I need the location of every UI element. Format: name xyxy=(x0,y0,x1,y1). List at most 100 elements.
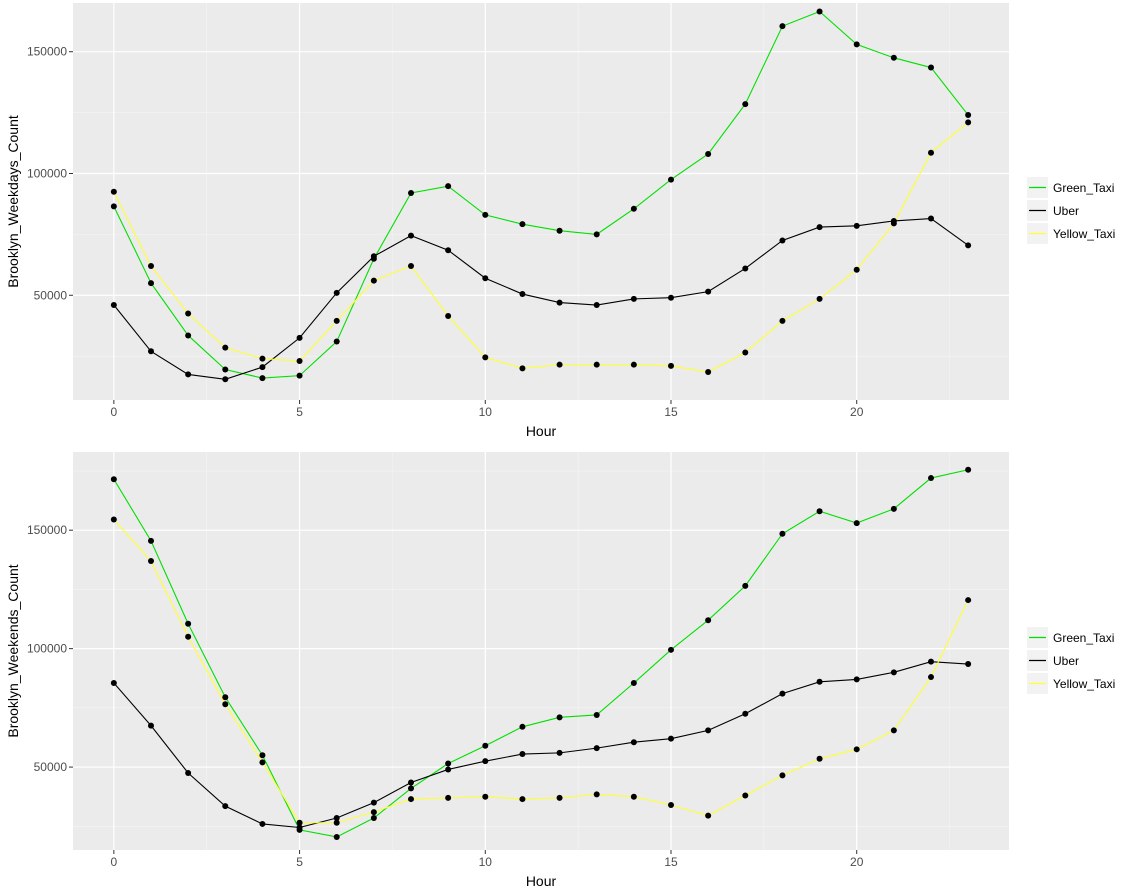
data-point-green-taxi xyxy=(668,176,674,183)
data-point-uber xyxy=(482,275,489,282)
data-point-green-taxi xyxy=(222,694,229,701)
data-point-green-taxi xyxy=(593,711,600,718)
data-point-yellow-taxi xyxy=(296,358,303,365)
data-point-uber xyxy=(333,815,340,822)
data-point-yellow-taxi xyxy=(482,354,489,361)
data-point-uber xyxy=(482,758,489,765)
data-point-green-taxi xyxy=(408,189,414,196)
data-point-yellow-taxi xyxy=(742,349,749,356)
x-tick-label: 0 xyxy=(111,405,118,419)
data-point-green-taxi xyxy=(110,476,117,483)
data-point-uber xyxy=(259,364,266,371)
data-point-green-taxi xyxy=(333,833,340,840)
series-line-yellow-taxi xyxy=(113,519,969,824)
data-point-yellow-taxi xyxy=(110,516,117,523)
data-point-green-taxi xyxy=(965,466,972,473)
data-point-uber xyxy=(965,661,972,668)
chart-panel: 0 5 10 15 20 50000 100000 150000 Hour Brooklyn_We… xyxy=(5,452,1115,889)
data-point-yellow-taxi xyxy=(333,819,340,826)
data-point-green-taxi xyxy=(222,366,229,373)
data-point-uber xyxy=(148,348,154,355)
data-point-green-taxi xyxy=(630,679,637,686)
data-point-uber xyxy=(556,299,563,306)
data-point-green-taxi xyxy=(482,211,489,218)
data-point-green-taxi xyxy=(928,475,934,482)
y-tick-label: 150000 xyxy=(27,45,67,59)
data-point-yellow-taxi xyxy=(668,362,674,369)
data-point-yellow-taxi xyxy=(222,701,229,708)
data-point-uber xyxy=(110,302,117,309)
data-point-green-taxi xyxy=(408,785,414,792)
data-point-yellow-taxi xyxy=(853,746,860,753)
data-point-green-taxi xyxy=(148,537,154,544)
data-point-uber xyxy=(445,766,452,773)
data-point-yellow-taxi xyxy=(928,674,934,681)
data-point-yellow-taxi xyxy=(482,793,489,800)
data-point-green-taxi xyxy=(890,505,897,512)
data-point-yellow-taxi xyxy=(185,633,192,640)
data-point-yellow-taxi xyxy=(668,801,674,808)
x-tick-label: 15 xyxy=(664,855,678,869)
series-line-green-taxi xyxy=(113,10,969,379)
series-line-uber xyxy=(113,661,969,829)
data-point-yellow-taxi xyxy=(890,220,897,227)
data-point-yellow-taxi xyxy=(408,263,414,270)
legend-label: Uber xyxy=(1053,204,1079,218)
x-tick-label: 20 xyxy=(850,855,864,869)
legend-label: Yellow_Taxi xyxy=(1053,227,1115,241)
data-point-uber xyxy=(630,739,637,746)
series-line-uber xyxy=(113,217,969,380)
legend-label: Green_Taxi xyxy=(1053,631,1114,645)
data-point-uber xyxy=(110,679,117,686)
data-point-green-taxi xyxy=(742,101,749,108)
data-point-yellow-taxi xyxy=(630,361,637,368)
data-point-yellow-taxi xyxy=(519,796,526,803)
x-tick-label: 5 xyxy=(296,405,303,419)
data-point-yellow-taxi xyxy=(333,317,340,324)
data-point-uber xyxy=(259,820,266,827)
legend: Green_Taxi Uber Yellow_Taxi xyxy=(1027,177,1115,244)
data-point-green-taxi xyxy=(853,41,860,48)
data-point-yellow-taxi xyxy=(816,755,823,762)
data-point-green-taxi xyxy=(556,714,563,721)
legend-label: Green_Taxi xyxy=(1053,181,1114,195)
data-point-uber xyxy=(148,722,154,729)
data-point-green-taxi xyxy=(519,723,526,730)
data-point-uber xyxy=(185,371,192,378)
data-point-yellow-taxi xyxy=(148,557,154,564)
data-point-uber xyxy=(779,237,786,244)
data-point-green-taxi xyxy=(333,338,340,345)
series-line-green-taxi xyxy=(113,469,969,838)
data-point-yellow-taxi xyxy=(296,819,303,826)
data-point-uber xyxy=(519,291,526,298)
x-tick-label: 10 xyxy=(479,855,493,869)
data-point-yellow-taxi xyxy=(890,727,897,734)
data-point-yellow-taxi xyxy=(593,361,600,368)
data-point-uber xyxy=(853,676,860,683)
data-point-green-taxi xyxy=(779,530,786,537)
data-point-uber xyxy=(890,669,897,676)
y-axis-title: Brooklyn_Weekdays_Count xyxy=(5,115,21,288)
data-point-uber xyxy=(668,735,674,742)
data-point-uber xyxy=(742,265,749,272)
data-point-uber xyxy=(185,770,192,777)
plot-background xyxy=(73,452,1009,850)
data-point-yellow-taxi xyxy=(928,149,934,156)
data-point-green-taxi xyxy=(668,646,674,653)
data-point-green-taxi xyxy=(742,582,749,589)
x-tick-label: 10 xyxy=(479,405,493,419)
y-tick-label: 150000 xyxy=(27,523,67,537)
data-point-green-taxi xyxy=(482,742,489,749)
data-point-green-taxi xyxy=(853,520,860,527)
data-point-yellow-taxi xyxy=(965,119,972,126)
data-point-uber xyxy=(370,253,377,260)
data-point-uber xyxy=(705,727,712,734)
data-point-yellow-taxi xyxy=(965,597,972,604)
data-point-green-taxi xyxy=(816,508,823,515)
data-point-uber xyxy=(668,294,674,301)
data-point-green-taxi xyxy=(928,64,934,71)
legend-label: Uber xyxy=(1053,654,1079,668)
chart-panel: 0 5 10 15 20 50000 100000 150000 Hour Brooklyn_We… xyxy=(5,3,1115,439)
series-line-yellow-taxi xyxy=(113,121,969,373)
